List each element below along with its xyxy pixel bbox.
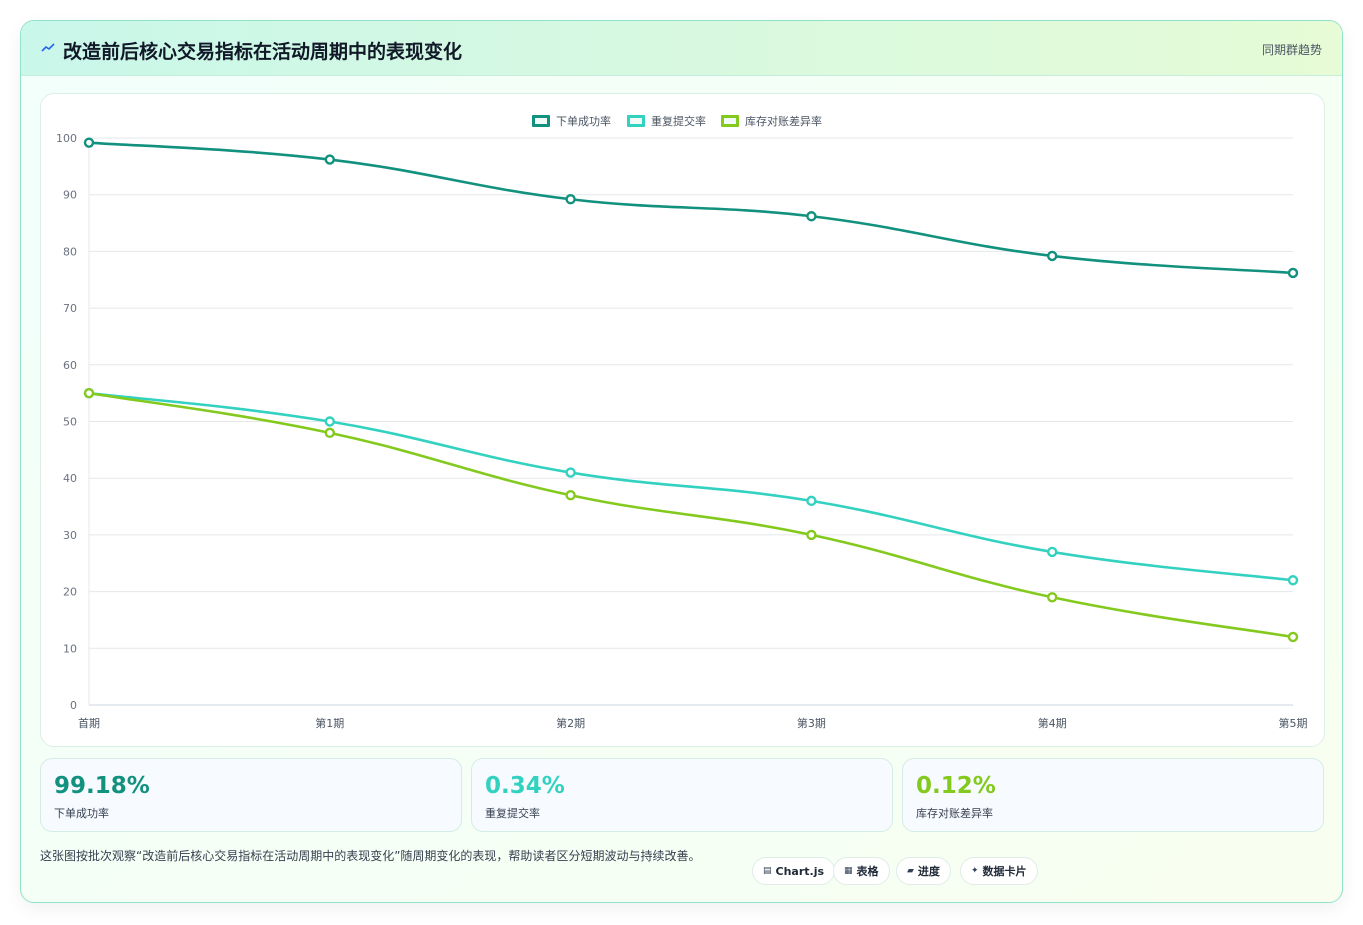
- y-tick-label: 80: [63, 245, 77, 258]
- y-tick-label: 100: [56, 132, 77, 145]
- pill-progress[interactable]: ▰ 进度: [896, 857, 951, 885]
- y-tick-label: 90: [63, 189, 77, 202]
- y-tick-label: 50: [63, 416, 77, 429]
- chart-icon: ▤: [763, 866, 772, 876]
- legend-swatch: [721, 115, 739, 127]
- series-line-2: [88, 391, 1294, 639]
- data-point: [83, 387, 95, 399]
- data-point: [806, 211, 817, 222]
- legend-item-series-2[interactable]: 库存对账差异率: [721, 114, 822, 128]
- stat-label: 下单成功率: [54, 807, 109, 820]
- series-line-0: [88, 141, 1294, 275]
- stat-value: 0.12%: [916, 773, 996, 799]
- chart-panel: 下单成功率 重复提交率 库存对账差异率 0 10 20 30 40 50 60 70 80 90 1…: [40, 93, 1325, 747]
- series-line-1: [88, 391, 1294, 582]
- data-point: [806, 529, 817, 541]
- pill-data-card[interactable]: ✦ 数据卡片: [960, 857, 1038, 885]
- stat-label: 库存对账差异率: [916, 807, 993, 820]
- data-point: [324, 154, 335, 165]
- trend-icon: [41, 43, 55, 52]
- data-point: [324, 416, 335, 427]
- stat-card-2: 0.12% 库存对账差异率: [902, 758, 1324, 832]
- y-tick-label: 60: [63, 359, 77, 372]
- legend-swatch: [627, 115, 645, 127]
- legend-label: 重复提交率: [651, 115, 706, 128]
- legend-item-series-0[interactable]: 下单成功率: [532, 114, 611, 128]
- stat-card-1: 0.34% 重复提交率: [471, 758, 893, 832]
- data-point: [1047, 546, 1058, 558]
- x-tick-label: 第3期: [797, 716, 826, 730]
- y-tick-label: 10: [63, 642, 77, 655]
- legend-item-series-1[interactable]: 重复提交率: [627, 114, 706, 128]
- data-point: [1287, 267, 1299, 279]
- table-icon: ▦: [844, 866, 853, 876]
- stat-label: 重复提交率: [485, 807, 540, 820]
- card-icon: ✦: [971, 866, 979, 876]
- pill-label: Chart.js: [775, 864, 825, 878]
- header-tag: 同期群趋势: [1261, 43, 1322, 57]
- stat-value: 99.18%: [54, 773, 150, 799]
- stat-card-0: 99.18% 下单成功率: [40, 758, 462, 832]
- pill-chartjs[interactable]: ▤ Chart.js: [752, 857, 836, 885]
- pill-label: 数据卡片: [982, 865, 1027, 878]
- data-point: [565, 467, 576, 478]
- chart-card: 改造前后核心交易指标在活动周期中的表现变化 同期群趋势 下单成功率 重复提交率 …: [20, 20, 1343, 903]
- pill-table[interactable]: ▦ 表格: [833, 857, 890, 885]
- pill-label: 进度: [917, 865, 940, 878]
- legend-swatch: [532, 115, 550, 127]
- data-point: [806, 495, 817, 507]
- line-chart: 0 10 20 30 40 50 60 70 80 90 100 首期 第1期 第2期 第3期 第4期 第5期: [56, 132, 1308, 730]
- y-tick-label: 0: [70, 699, 77, 712]
- page-title: 改造前后核心交易指标在活动周期中的表现变化: [63, 41, 463, 63]
- legend-label: 下单成功率: [556, 115, 611, 128]
- pill-label: 表格: [856, 865, 879, 878]
- data-point: [1287, 631, 1299, 643]
- x-tick-label: 第2期: [556, 716, 585, 730]
- x-tick-label: 第1期: [315, 716, 344, 730]
- y-tick-label: 20: [63, 586, 77, 599]
- stat-value: 0.34%: [485, 773, 565, 799]
- y-tick-label: 70: [63, 302, 77, 315]
- data-point: [83, 137, 95, 148]
- y-tick-label: 30: [63, 529, 77, 542]
- data-point: [565, 194, 576, 205]
- data-point: [1047, 592, 1058, 603]
- legend-label: 库存对账差异率: [745, 115, 822, 128]
- progress-icon: ▰: [907, 866, 914, 876]
- x-tick-label: 首期: [78, 716, 100, 730]
- data-point: [565, 490, 576, 501]
- x-tick-label: 第5期: [1279, 716, 1308, 730]
- chart-description: 这张图按批次观察“改造前后核心交易指标在活动周期中的表现变化”随周期变化的表现，…: [40, 849, 701, 863]
- data-point: [1287, 575, 1299, 586]
- x-tick-label: 第4期: [1038, 716, 1067, 730]
- chart-legend: 下单成功率 重复提交率 库存对账差异率: [41, 94, 1324, 134]
- data-point: [324, 427, 335, 439]
- card-header: 改造前后核心交易指标在活动周期中的表现变化 同期群趋势: [21, 21, 1342, 76]
- y-tick-label: 40: [63, 472, 77, 485]
- data-point: [1047, 250, 1058, 262]
